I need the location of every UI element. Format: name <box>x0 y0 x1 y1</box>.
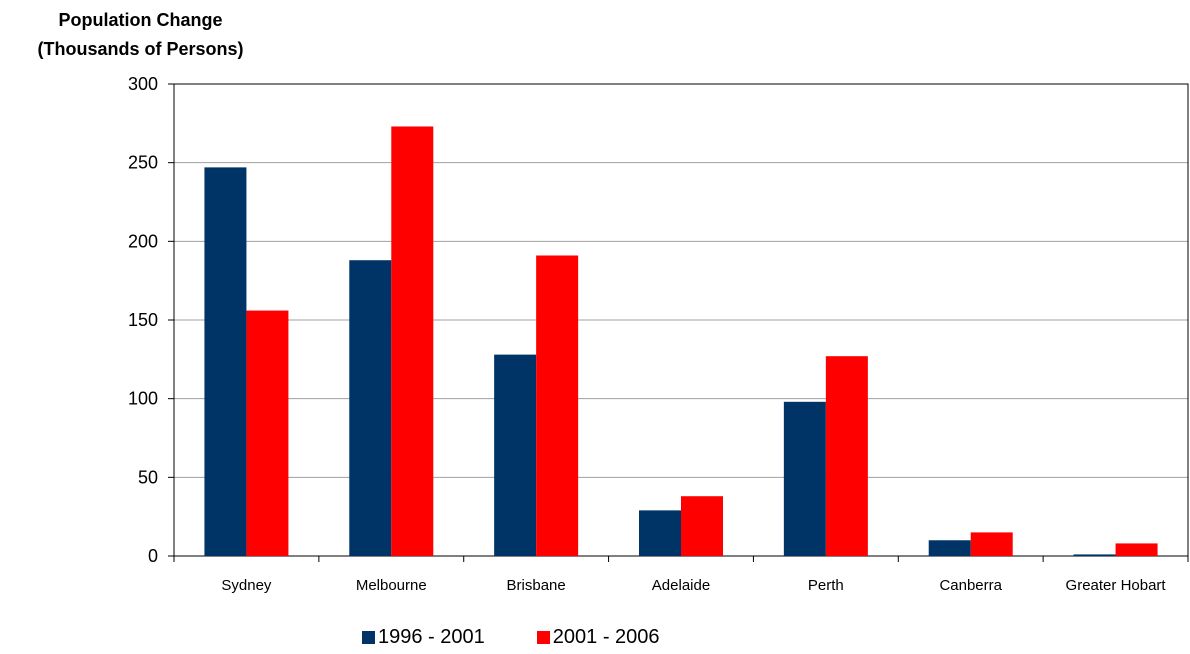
bar-perth-series-1 <box>783 401 826 556</box>
x-tick-label: Sydney <box>221 577 272 594</box>
x-tick-label: Perth <box>808 577 844 594</box>
bar-greater-hobart-series-1 <box>1073 554 1116 556</box>
x-tick-label: Canberra <box>939 577 1002 594</box>
bar-adelaide-series-2 <box>681 496 723 556</box>
legend: 1996 - 2001 2001 - 2006 <box>362 626 660 649</box>
y-tick-label: 50 <box>138 467 158 487</box>
y-tick-label: 0 <box>148 546 158 566</box>
bar-brisbane-series-2 <box>536 255 579 556</box>
legend-item-series-1: 1996 - 2001 <box>362 626 485 649</box>
bar-canberra-series-1 <box>928 540 971 556</box>
x-tick-label: Adelaide <box>652 577 710 594</box>
legend-label-series-2: 2001 - 2006 <box>552 626 660 648</box>
legend-item-series-2: 2001 - 2006 <box>536 626 660 649</box>
bar-greater-hobart-series-2 <box>1115 543 1158 556</box>
bar-sydney-series-2 <box>246 310 289 556</box>
bar-chart: 0 50 100 150 200 250 300 Sydney Melbourne Brisban… <box>128 74 1189 594</box>
y-axis-title-line-2: (Thousands of Persons) <box>37 39 244 59</box>
legend-label-series-1: 1996 - 2001 <box>378 626 485 648</box>
bar-sydney-series-1 <box>204 167 247 557</box>
bar-melbourne-series-1 <box>349 260 392 556</box>
y-tick-label: 100 <box>128 389 158 409</box>
y-axis-title: Population Change (Thousands of Persons) <box>8 6 273 64</box>
x-tick-label: Melbourne <box>356 577 427 594</box>
bar-canberra-series-2 <box>970 532 1013 556</box>
y-tick-label: 150 <box>128 310 158 330</box>
y-axis-title-line-1: Population Change <box>58 10 223 30</box>
y-tick-label: 250 <box>128 153 158 173</box>
legend-swatch-series-1 <box>362 631 375 644</box>
y-tick-label: 300 <box>128 74 158 94</box>
legend-swatch-series-2 <box>536 631 550 644</box>
bar-perth-series-2 <box>825 356 868 556</box>
y-tick-label: 200 <box>128 231 158 251</box>
x-tick-label: Greater Hobart <box>1066 577 1167 594</box>
bar-melbourne-series-2 <box>391 126 434 556</box>
x-tick-label: Brisbane <box>507 577 566 594</box>
bar-brisbane-series-1 <box>494 354 537 556</box>
bar-adelaide-series-1 <box>639 510 681 556</box>
